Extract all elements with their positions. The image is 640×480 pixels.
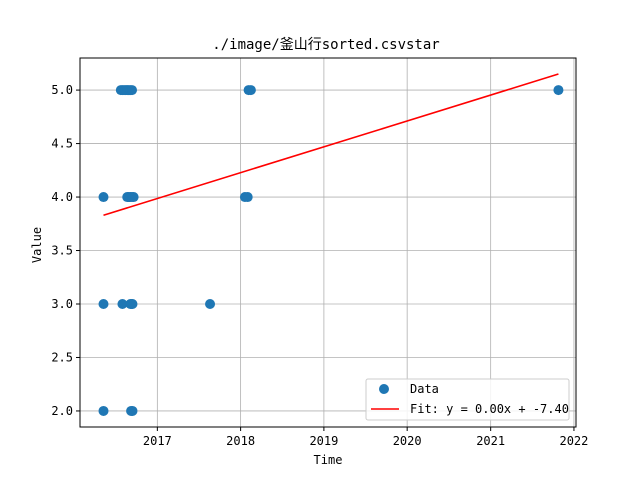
y-axis-label: Value bbox=[30, 227, 44, 263]
y-tick-label: 2.0 bbox=[51, 404, 73, 418]
y-tick-label: 3.5 bbox=[51, 244, 73, 258]
x-axis-ticks: 2017 2018 2019 2020 2021 2022 bbox=[143, 427, 588, 448]
grid-lines bbox=[80, 58, 576, 427]
legend-data-marker bbox=[379, 384, 389, 394]
legend: Data Fit: y = 0.00x + -7.40 bbox=[365, 378, 570, 421]
fit-line bbox=[103, 73, 559, 216]
plot-frame bbox=[79, 57, 577, 428]
x-axis-label: Time bbox=[314, 453, 343, 467]
chart-title: ./image/釜山行sorted.csvstar bbox=[212, 37, 439, 53]
data-point bbox=[98, 192, 109, 203]
y-tick-label: 4.0 bbox=[51, 190, 73, 204]
x-tick-label: 2022 bbox=[559, 434, 588, 448]
legend-fit-label: Fit: y = 0.00x + -7.40 bbox=[410, 402, 569, 416]
data-point bbox=[127, 405, 138, 416]
y-tick-label: 4.5 bbox=[51, 137, 73, 151]
x-tick-label: 2017 bbox=[143, 434, 172, 448]
data-point bbox=[98, 405, 109, 416]
data-point bbox=[127, 299, 138, 309]
data-point bbox=[98, 299, 109, 309]
x-tick-label: 2021 bbox=[476, 434, 505, 448]
data-point bbox=[242, 192, 253, 203]
y-tick-label: 3.0 bbox=[51, 297, 73, 311]
legend-data-label: Data bbox=[410, 382, 439, 396]
data-point bbox=[128, 192, 139, 203]
y-tick-label: 2.5 bbox=[51, 350, 73, 364]
x-tick-label: 2019 bbox=[309, 434, 338, 448]
data-point bbox=[127, 85, 138, 96]
data-point bbox=[553, 85, 564, 96]
x-tick-label: 2018 bbox=[226, 434, 255, 448]
fit-line-layer bbox=[103, 73, 559, 216]
data-points-layer bbox=[98, 85, 564, 416]
x-tick-label: 2020 bbox=[393, 434, 422, 448]
y-tick-label: 5.0 bbox=[51, 83, 73, 97]
data-point bbox=[117, 299, 128, 309]
y-axis-ticks: 2.0 2.5 3.0 3.5 4.0 4.5 5.0 bbox=[51, 83, 80, 418]
legend-box bbox=[365, 378, 570, 421]
data-point bbox=[205, 299, 216, 309]
data-point bbox=[245, 85, 256, 96]
